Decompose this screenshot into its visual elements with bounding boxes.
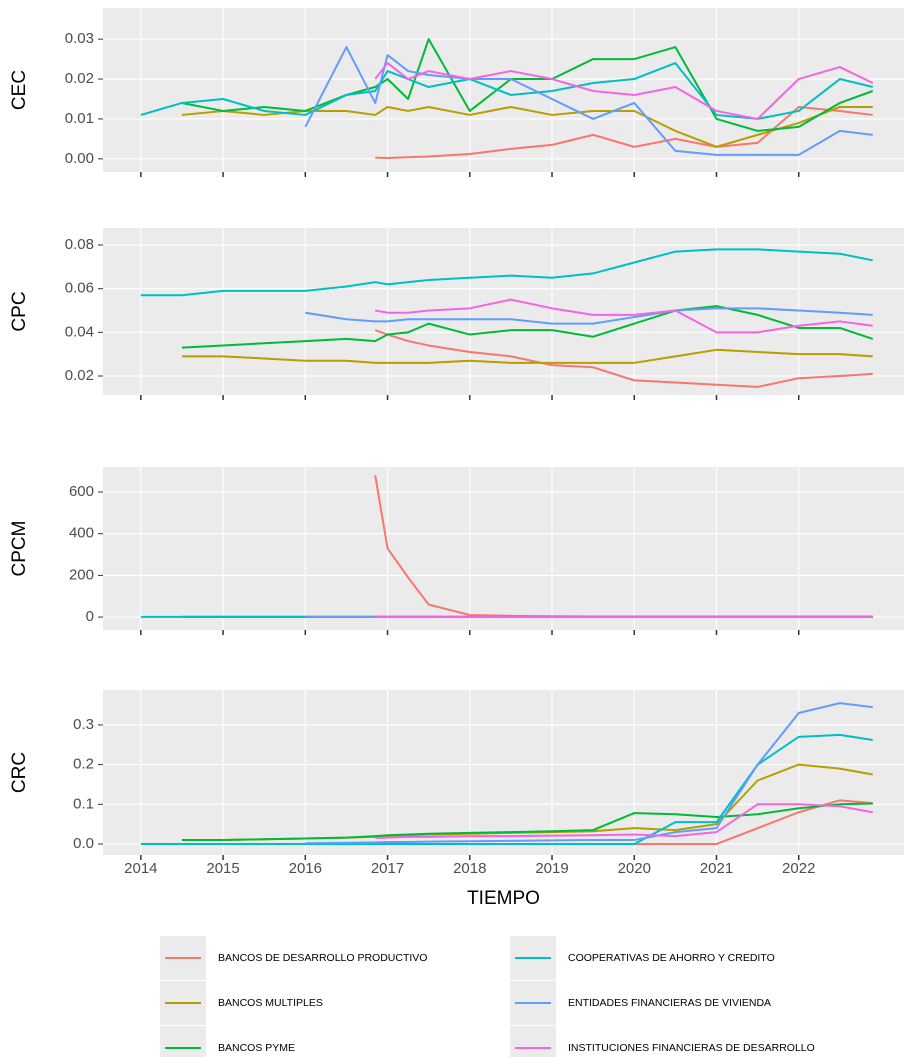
series-line: [181, 802, 873, 842]
x-axis-label: TIEMPO: [467, 888, 540, 909]
y-tick-label: 0.02: [65, 70, 94, 87]
legend-label: INSTITUCIONES FINANCIERAS DE DESARROLLO: [568, 1042, 815, 1054]
series-line: [375, 105, 873, 160]
series-line: [181, 305, 874, 349]
legend-label: COOPERATIVAS DE AHORRO Y CREDITO: [568, 952, 775, 964]
y-tick-label: 600: [69, 483, 94, 500]
y-tick-label: 0.04: [65, 323, 94, 340]
series-line: [140, 248, 873, 297]
series-line: [374, 62, 874, 120]
panel-background: [103, 228, 904, 395]
y-axis-label: CPC: [9, 291, 30, 331]
y-tick-label: 400: [69, 525, 94, 542]
legend-key-bg: [510, 1026, 556, 1057]
y-tick-label: 0.3: [73, 716, 94, 733]
series-line: [181, 348, 873, 364]
x-tick-label: 2016: [289, 860, 322, 877]
x-tick-label: 2021: [700, 860, 733, 877]
y-axis-label: CRC: [9, 752, 30, 793]
y-tick-label: 0.01: [65, 110, 94, 127]
x-tick-label: 2015: [206, 860, 239, 877]
panel-background: [103, 8, 904, 172]
legend-label: BANCOS DE DESARROLLO PRODUCTIVO: [218, 952, 427, 964]
series-line: [305, 307, 873, 325]
y-tick-label: 0.00: [65, 150, 94, 167]
x-tick-label: 2019: [535, 860, 568, 877]
x-tick-label: 2020: [618, 860, 651, 877]
legend-label: BANCOS PYME: [218, 1042, 295, 1054]
y-tick-label: 0: [86, 608, 94, 625]
y-tick-label: 0.0: [73, 835, 94, 852]
y-tick-label: 0.1: [73, 795, 94, 812]
y-tick-label: 0.02: [65, 367, 94, 384]
series-line: [304, 46, 873, 156]
series-line: [181, 38, 874, 132]
legend-label: ENTIDADES FINANCIERAS DE VIVIENDA: [568, 997, 771, 1009]
y-tick-label: 0.2: [73, 756, 94, 773]
x-tick-label: 2014: [124, 860, 157, 877]
y-tick-label: 200: [69, 566, 94, 583]
y-axis-label: CPCM: [9, 521, 30, 577]
x-tick-label: 2017: [371, 860, 404, 877]
y-tick-label: 0.03: [65, 30, 94, 47]
x-tick-label: 2018: [453, 860, 486, 877]
panel-background: [103, 690, 904, 855]
legend-label: BANCOS MULTIPLES: [218, 997, 323, 1009]
y-axis-label: CEC: [9, 70, 30, 110]
legend-key-bg: [160, 1026, 206, 1057]
y-tick-label: 0.06: [65, 280, 94, 297]
series-line: [140, 733, 873, 846]
x-tick-label: 2022: [782, 860, 815, 877]
y-tick-label: 0.08: [65, 236, 94, 253]
series-line: [305, 702, 873, 845]
series-line: [374, 329, 873, 388]
panel-background: [103, 467, 904, 630]
series-line: [375, 298, 873, 334]
series-line: [375, 803, 873, 840]
